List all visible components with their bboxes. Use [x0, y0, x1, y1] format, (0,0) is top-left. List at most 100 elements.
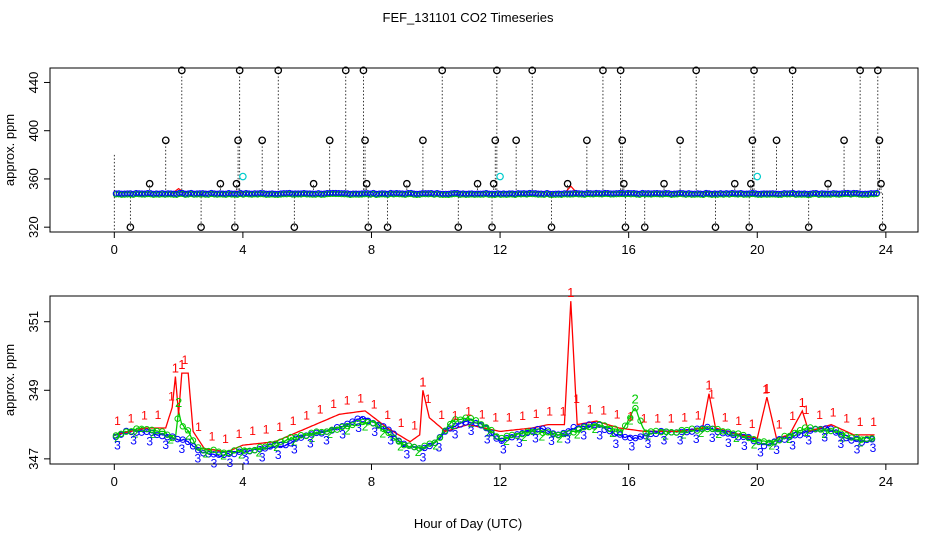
- bottom-series-2-point: [164, 431, 171, 438]
- top-series-3-point: [708, 190, 716, 197]
- top-series-3-point: [474, 190, 481, 197]
- top-black-point: [528, 66, 537, 75]
- top-black-point: [438, 66, 447, 75]
- top-series-3-point: [500, 190, 507, 197]
- bottom-series-3-point: [616, 431, 624, 438]
- top-series-3-point: [674, 190, 681, 197]
- top-series-3-point: [731, 190, 739, 197]
- top-series-3-point: [830, 190, 837, 197]
- top-series-3-point: [468, 190, 475, 197]
- top-black-point: [197, 223, 205, 232]
- top-series-3-point: [190, 190, 198, 197]
- bottom-series-1-label: 1: [141, 408, 148, 422]
- bottom-series-3-label: 3: [854, 442, 861, 456]
- bottom-series-2-label: 2: [344, 423, 351, 437]
- top-series-3-point: [442, 190, 449, 197]
- top-series-3-point: [850, 189, 857, 197]
- top-black-point: [856, 66, 864, 75]
- bottom-series-1-label: 1: [155, 408, 162, 422]
- top-series-3-point: [514, 190, 522, 197]
- top-black-point: [599, 66, 607, 75]
- top-series-3-point: [185, 190, 192, 197]
- top-series-3-point: [378, 190, 386, 197]
- bottom-series-2-point: [776, 437, 783, 444]
- bottom-series-2-label: 2: [150, 427, 157, 441]
- bottom-series-3-point: [606, 427, 613, 435]
- bottom-series-3-label: 3: [323, 433, 330, 447]
- top-series-3-point: [853, 190, 860, 197]
- chart-title: FEF_131101 CO2 Timeseries: [383, 10, 554, 25]
- top-series-3-point: [624, 189, 632, 197]
- top-series-3-point: [517, 190, 525, 197]
- bottom-series-2-label: 2: [503, 434, 510, 448]
- bottom-series-3-label: 3: [516, 436, 523, 450]
- top-series-3-point: [873, 189, 880, 197]
- bottom-series-2-label: 2: [450, 418, 457, 432]
- bottom-series-2-point: [843, 432, 850, 439]
- top-series-3-point: [671, 190, 678, 197]
- top-series-3-point: [839, 190, 846, 197]
- bottom-series-2-point: [750, 435, 757, 443]
- bottom-series-3-point: [642, 433, 649, 440]
- top-series-3-point: [584, 189, 591, 197]
- top-series-3-point: [700, 190, 707, 197]
- bottom-series-2-point: [333, 426, 341, 433]
- top-black-point: [730, 179, 739, 188]
- bottom-x-tick-label: 16: [621, 474, 635, 489]
- top-series-3-point: [523, 190, 530, 197]
- bottom-series-3-label: 3: [741, 439, 748, 453]
- top-y-tick-label: 360: [26, 168, 41, 190]
- bottom-series-3-label: 3: [436, 440, 443, 454]
- top-series-3-point: [410, 190, 418, 197]
- bottom-series-1-label: 1: [276, 420, 283, 434]
- bottom-series-2-point: [169, 434, 176, 442]
- bottom-series-2-label: 2: [751, 437, 758, 451]
- bottom-series-1-label: 1: [330, 397, 337, 411]
- bottom-series-1-label: 1: [776, 418, 783, 432]
- top-series-3-point: [335, 189, 342, 197]
- bottom-series-2-point: [251, 447, 258, 454]
- top-black-point: [493, 66, 501, 75]
- top-series-3-point: [818, 190, 825, 197]
- top-series-3-point: [798, 190, 805, 197]
- top-series-3-point: [636, 190, 643, 197]
- bottom-series-1-label: 1: [236, 427, 243, 441]
- bottom-y-tick-label: 351: [26, 311, 41, 333]
- top-series-3-point: [564, 190, 571, 197]
- bottom-plot-frame: [49, 295, 919, 465]
- bottom-x-tick-label: 4: [239, 474, 246, 489]
- top-series-3-point: [827, 190, 834, 197]
- top-series-3-point: [266, 190, 273, 197]
- top-series-3-point: [720, 190, 727, 197]
- bottom-series-3-label: 3: [339, 428, 346, 442]
- bottom-series-3-point: [287, 440, 294, 447]
- top-series-3-point: [512, 190, 519, 197]
- bottom-series-2-label: 2: [698, 426, 705, 440]
- x-axis-label: Hour of Day (UTC): [414, 516, 522, 531]
- top-series-3-point: [326, 189, 334, 197]
- top-series-3-point: [758, 190, 765, 197]
- bottom-series-3-label: 3: [387, 433, 394, 447]
- top-series-3-point: [274, 190, 282, 197]
- top-series-3-point: [659, 190, 666, 197]
- bottom-series-3-label: 3: [130, 433, 137, 447]
- bottom-series-1-label: 1: [857, 415, 864, 429]
- top-series-3-point: [552, 190, 559, 197]
- bottom-series-1-label: 1: [344, 393, 351, 407]
- top-series-3-point: [321, 190, 328, 197]
- top-series-3-point: [775, 190, 782, 197]
- top-series-3-point: [607, 190, 614, 197]
- top-black-point: [325, 136, 334, 145]
- bottom-series-1-label: 1: [627, 410, 634, 424]
- bottom-series-2-point: [488, 426, 495, 434]
- bottom-series-2-label: 2: [627, 413, 634, 427]
- bottom-series-3-point: [447, 425, 454, 432]
- bottom-series-1-label: 1: [249, 424, 256, 438]
- top-black-point: [840, 136, 848, 145]
- top-series-3-point: [627, 190, 635, 197]
- top-x-tick-label: 8: [368, 242, 375, 257]
- bottom-series-2-point: [477, 421, 485, 428]
- top-series-3-point: [480, 190, 487, 197]
- bottom-series-1-label: 1: [573, 392, 580, 406]
- top-series-3-point: [726, 190, 733, 197]
